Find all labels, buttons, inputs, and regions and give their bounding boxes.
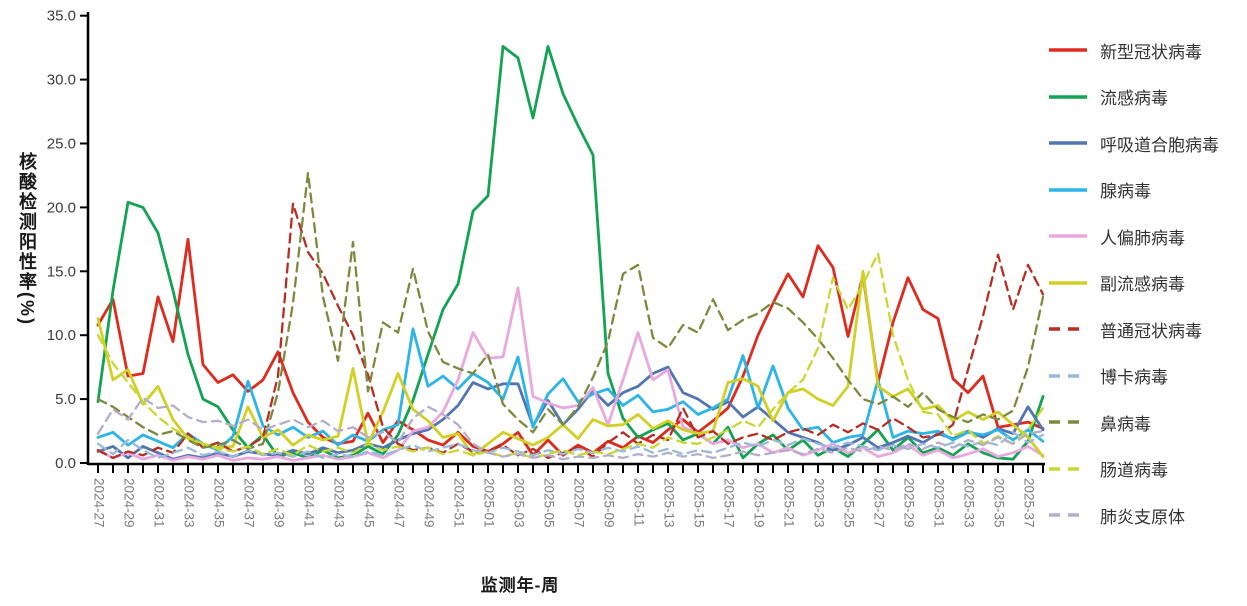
legend-item: 普通冠状病毒 [1048,315,1243,343]
x-tick-label: 2025-03 [511,478,526,528]
legend-item: 肺炎支原体 [1048,501,1243,529]
series-line-人偏肺病毒 [96,286,1045,462]
x-tick-label: 2025-05 [541,478,556,528]
legend-swatch-icon [1049,187,1087,192]
x-tick-label: 2024-49 [421,478,436,528]
x-tick-label: 2025-21 [781,478,796,528]
series-line-副流感病毒 [96,269,1045,459]
legend-item: 新型冠状病毒 [1048,36,1243,64]
series-line-肺炎支原体 [96,396,1045,461]
x-tick-label: 2025-33 [961,478,976,528]
y-tick-label: 5.0 [55,391,76,408]
x-tick-label: 2024-29 [121,478,136,528]
x-tick-label: 2024-51 [451,478,466,528]
legend-item: 副流感病毒 [1048,269,1243,297]
series-line-肠道病毒 [96,252,1045,460]
legend-swatch-icon [1049,94,1087,99]
x-axis-title: 监测年-周 [480,576,560,595]
y-tick-label: 30.0 [47,72,76,89]
legend-label: 新型冠状病毒 [1100,42,1202,62]
legend-item: 呼吸道合胞病毒 [1048,129,1243,157]
x-tick-label: 2025-17 [721,478,736,528]
legend-label: 副流感病毒 [1100,275,1185,294]
legend-swatch-icon [1049,280,1087,285]
x-tick-label: 2025-09 [601,478,616,528]
legend-swatch-icon [1049,141,1087,145]
legend-item: 人偏肺病毒 [1048,222,1243,250]
x-tick-label: 2025-29 [901,478,916,528]
y-tick-label: 15.0 [47,263,76,280]
x-tick-label: 2025-35 [991,478,1006,528]
x-tick-label: 2024-35 [211,478,226,528]
legend-label: 肠道病毒 [1100,461,1168,480]
y-tick-label: 35.0 [47,8,76,25]
x-tick-label: 2024-33 [181,478,196,528]
x-tick-label: 2024-43 [331,478,346,528]
legend-swatch-icon [1049,48,1087,52]
legend-label: 腺病毒 [1100,182,1151,201]
x-tick-label: 2025-13 [661,478,676,528]
series-line-流感病毒 [96,45,1045,461]
y-tick-label: 20.0 [47,199,76,216]
x-tick-label: 2024-31 [151,478,166,528]
legend-swatch-icon [1049,234,1087,238]
y-tick-label: 25.0 [47,136,76,153]
x-tick-label: 2024-37 [241,478,256,528]
x-tick-label: 2025-19 [751,478,766,528]
x-tick-label: 2025-25 [841,478,856,528]
x-tick-label: 2025-23 [811,478,826,528]
legend-label: 肺炎支原体 [1100,507,1185,527]
legend-label: 人偏肺病毒 [1100,228,1185,248]
y-axis-title: 核酸检测阳性率(%) [17,152,37,326]
legend: 新型冠状病毒 流感病毒呼吸道合胞病毒 腺病毒人偏肺病毒副流感病毒普通冠状病毒 博卡病毒… [1048,36,1243,548]
x-tick-label: 2024-47 [391,478,406,528]
series-line-鼻病毒 [96,171,1045,451]
legend-label: 博卡病毒 [1100,368,1168,387]
series-line-腺病毒 [96,327,1045,452]
legend-label: 普通冠状病毒 [1100,321,1202,341]
x-tick-label: 2024-41 [301,478,316,528]
x-tick-label: 2025-15 [691,478,706,528]
legend-swatch-icon [1049,466,1087,471]
legend-label: 流感病毒 [1100,89,1168,108]
series-line-普通冠状病毒 [96,202,1045,460]
legend-label: 鼻病毒 [1100,414,1151,434]
y-tick-label: 10.0 [47,327,76,344]
legend-swatch-icon [1049,373,1087,378]
x-tick-label: 2025-07 [571,478,586,528]
legend-item: 博卡病毒 [1048,362,1243,390]
legend-item: 腺病毒 [1048,176,1243,204]
series-line-新型冠状病毒 [96,237,1045,457]
legend-swatch-icon [1049,420,1087,424]
x-tick-label: 2024-27 [91,478,106,528]
x-tick-label: 2024-45 [361,478,376,528]
legend-item: 鼻病毒 [1048,408,1243,436]
legend-swatch-icon [1049,513,1087,517]
x-tick-label: 2025-37 [1021,478,1036,528]
x-tick-label: 2025-27 [871,478,886,528]
x-tick-label: 2024-39 [271,478,286,528]
legend-label: 呼吸道合胞病毒 [1100,135,1219,155]
y-tick-label: 0.0 [55,455,76,472]
x-tick-label: 2025-31 [931,478,946,528]
legend-item: 肠道病毒 [1048,455,1243,483]
x-tick-label: 2025-11 [631,478,646,527]
legend-item: 流感病毒 [1048,83,1243,111]
x-tick-label: 2025-01 [481,478,496,528]
legend-swatch-icon [1049,327,1087,331]
